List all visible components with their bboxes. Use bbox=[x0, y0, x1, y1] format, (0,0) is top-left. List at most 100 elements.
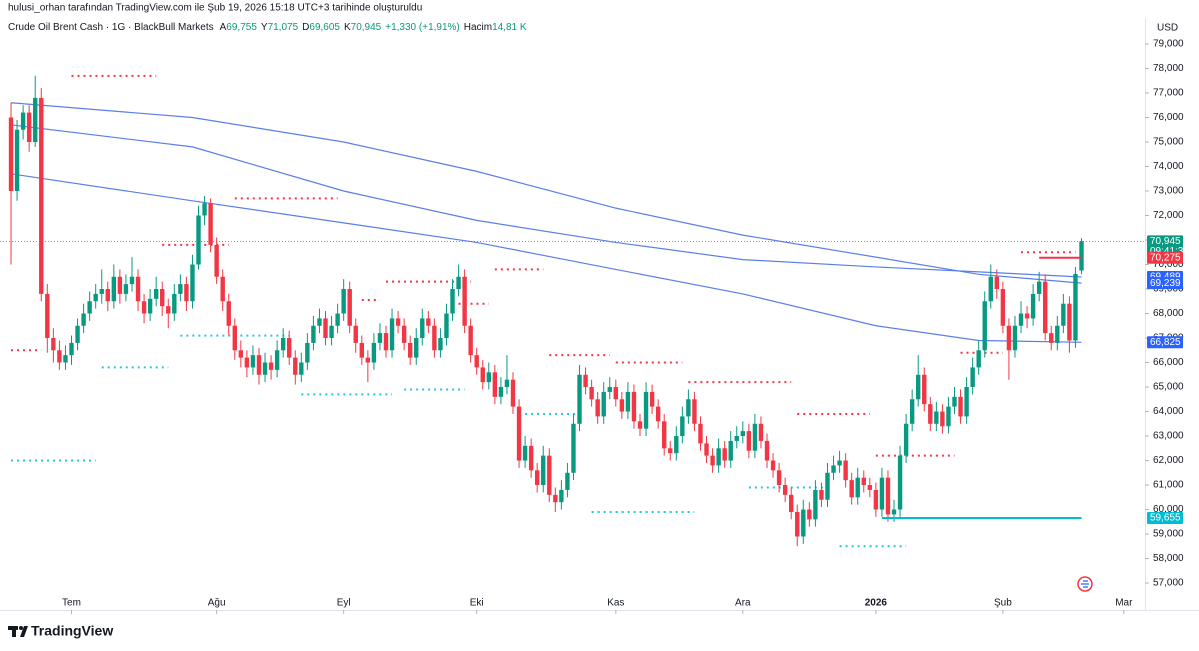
y-tick-label: 59,000 bbox=[1153, 529, 1184, 540]
candle-body bbox=[323, 318, 328, 339]
candle-body bbox=[274, 350, 280, 370]
brand-logo: TradingView bbox=[8, 623, 113, 639]
y-tick-label: 77,000 bbox=[1153, 88, 1184, 99]
candle-body bbox=[262, 362, 268, 375]
candle-body bbox=[280, 338, 286, 351]
candle-body bbox=[801, 509, 806, 537]
candle-body bbox=[970, 367, 975, 388]
candle-body bbox=[93, 293, 98, 302]
candle-body bbox=[988, 276, 993, 302]
candle-body bbox=[903, 423, 909, 456]
candle-body bbox=[607, 387, 612, 392]
y-tick-label: 65,000 bbox=[1153, 382, 1184, 393]
logo-shape bbox=[19, 626, 23, 630]
candle-body bbox=[353, 325, 358, 343]
legend-value: 69,755 bbox=[226, 22, 257, 33]
price-label: 70,275 bbox=[1150, 252, 1181, 263]
candle-body bbox=[359, 342, 365, 358]
candle-body bbox=[190, 264, 195, 302]
candle-body bbox=[414, 338, 419, 358]
candle-body bbox=[952, 396, 957, 407]
candle-body bbox=[813, 489, 818, 520]
candle-body bbox=[625, 391, 631, 412]
candle-body bbox=[522, 445, 528, 461]
candle-body bbox=[698, 423, 703, 444]
price-label: 69,239 bbox=[1150, 278, 1181, 289]
candle-body bbox=[456, 276, 461, 290]
candle-body bbox=[141, 301, 147, 314]
y-tick-label: 68,000 bbox=[1153, 308, 1184, 319]
candle-body bbox=[196, 215, 201, 265]
candle-body bbox=[571, 423, 576, 473]
candle-body bbox=[293, 357, 298, 375]
candle-body bbox=[1067, 303, 1072, 341]
symbol-legend: Crude Oil Brent Cash · 1G · BlackBull Ma… bbox=[8, 22, 527, 33]
candle-body bbox=[450, 289, 455, 314]
x-tick-label: Mar bbox=[1115, 598, 1133, 609]
candle-body bbox=[45, 293, 50, 339]
candle-body bbox=[879, 477, 885, 510]
candle-body bbox=[135, 276, 141, 302]
candle-body bbox=[922, 374, 927, 405]
x-tick-label: 2026 bbox=[865, 598, 888, 609]
candle-body bbox=[129, 276, 135, 285]
candle-body bbox=[1030, 293, 1036, 319]
candle-body bbox=[420, 318, 425, 339]
price-label-box bbox=[1147, 336, 1183, 349]
candle-body bbox=[976, 350, 981, 368]
candle-body bbox=[226, 301, 231, 326]
candle-body bbox=[8, 117, 14, 191]
candle-body bbox=[831, 465, 836, 473]
candle-body bbox=[740, 431, 746, 437]
candle-body bbox=[474, 355, 479, 368]
candle-body bbox=[631, 391, 637, 422]
candle-body bbox=[661, 421, 667, 449]
candle-body bbox=[371, 342, 377, 363]
candle-body bbox=[299, 362, 304, 375]
candle-body bbox=[166, 306, 171, 314]
y-tick-label: 57,000 bbox=[1153, 578, 1184, 589]
candle-body bbox=[1006, 325, 1012, 351]
candle-body bbox=[577, 374, 582, 424]
candle-body bbox=[770, 460, 776, 471]
candle-body bbox=[1061, 303, 1066, 326]
candle-body bbox=[99, 289, 104, 294]
candle-body bbox=[341, 289, 346, 314]
candle-body bbox=[462, 276, 467, 326]
candle-body bbox=[643, 391, 649, 429]
candle-body bbox=[589, 387, 594, 400]
candle-body bbox=[655, 406, 661, 422]
y-tick-label: 60,000 bbox=[1153, 504, 1184, 515]
candle-body bbox=[553, 494, 558, 503]
candle-body bbox=[51, 338, 56, 351]
moving-average bbox=[10, 102, 1082, 284]
logo-shape bbox=[20, 626, 28, 637]
candle-body bbox=[383, 333, 389, 351]
candle-body bbox=[583, 374, 588, 388]
legend-value: 70,945 bbox=[351, 22, 382, 33]
price-label: 59,655 bbox=[1150, 513, 1181, 524]
candle-body bbox=[33, 97, 38, 142]
legend-key: A bbox=[220, 22, 227, 33]
candle-body bbox=[160, 289, 165, 307]
candle-body bbox=[438, 338, 443, 351]
candle-body bbox=[244, 357, 250, 368]
candle-body bbox=[39, 97, 44, 294]
x-tick-label: Ağu bbox=[208, 598, 226, 609]
x-tick-label: Kas bbox=[607, 598, 624, 609]
x-tick-label: Ara bbox=[735, 598, 751, 609]
currency: USD bbox=[1157, 23, 1178, 34]
candle-body bbox=[873, 489, 879, 510]
candle-body bbox=[649, 391, 655, 407]
candle-body bbox=[268, 362, 274, 370]
candle-body bbox=[105, 289, 110, 302]
candle-body bbox=[202, 203, 207, 216]
candle-body bbox=[1055, 325, 1060, 343]
candle-body bbox=[1036, 281, 1042, 294]
legend-key: D bbox=[302, 22, 309, 33]
candle-body bbox=[795, 511, 800, 537]
candle-body bbox=[63, 355, 68, 363]
candle-body bbox=[928, 404, 933, 424]
candle-body bbox=[541, 455, 546, 486]
candle-body bbox=[1012, 325, 1018, 351]
